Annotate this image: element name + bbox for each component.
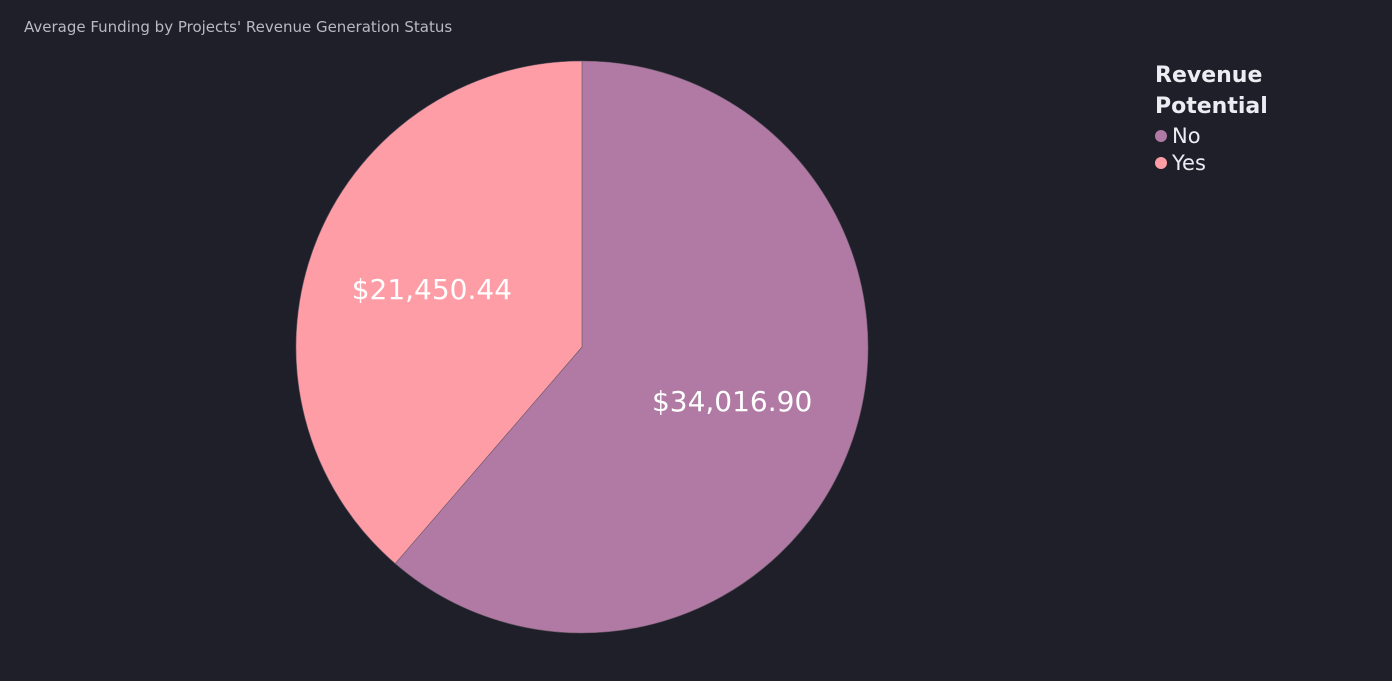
legend: Revenue Potential No Yes (1155, 60, 1355, 176)
legend-item-no[interactable]: No (1155, 122, 1355, 149)
chart-title: Average Funding by Projects' Revenue Gen… (24, 18, 453, 36)
slice-value-label-yes: $21,450.44 (352, 273, 512, 306)
legend-swatch-yes (1155, 156, 1167, 169)
pie-slice-yes[interactable] (295, 60, 583, 564)
slice-value-label-no: $34,016.90 (652, 385, 812, 418)
legend-item-yes[interactable]: Yes (1155, 149, 1355, 176)
legend-label-no: No (1172, 123, 1201, 148)
pie-slice-no[interactable] (394, 60, 869, 634)
legend-label-yes: Yes (1172, 150, 1206, 175)
legend-title: Revenue Potential (1155, 63, 1268, 119)
legend-swatch-no (1155, 129, 1167, 142)
